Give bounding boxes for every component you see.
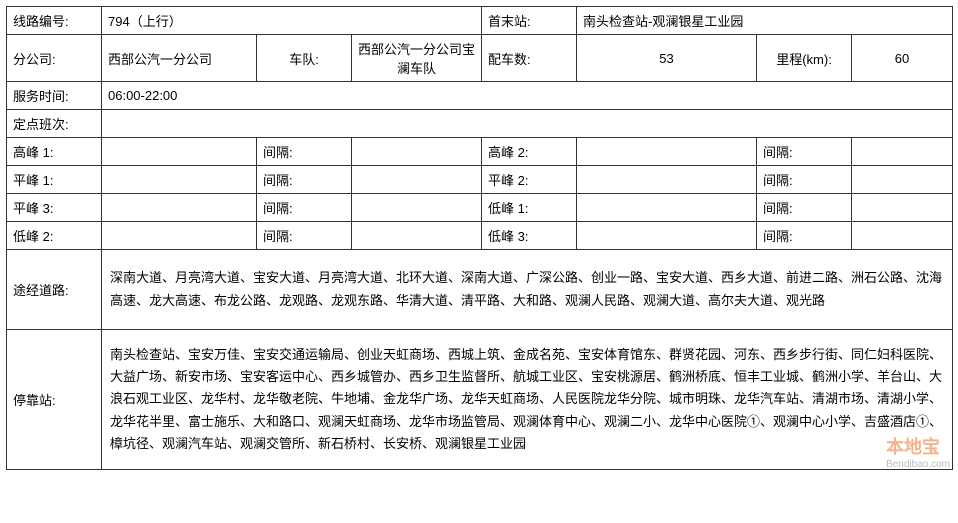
route-info-table: 线路编号: 794（上行） 首末站: 南头检查站-观澜银星工业园 分公司: 西部…	[6, 6, 953, 470]
value-branch: 西部公汽一分公司	[102, 35, 257, 82]
value-mileage: 60	[852, 35, 953, 82]
label-interval-1: 间隔:	[257, 138, 352, 166]
value-interval-7	[352, 222, 482, 250]
label-roads: 途经道路:	[7, 250, 102, 330]
label-interval-5: 间隔:	[257, 194, 352, 222]
label-interval-3: 间隔:	[257, 166, 352, 194]
label-interval-6: 间隔:	[757, 194, 852, 222]
label-route-no: 线路编号:	[7, 7, 102, 35]
value-flat1	[102, 166, 257, 194]
label-interval-4: 间隔:	[757, 166, 852, 194]
label-fleet: 车队:	[257, 35, 352, 82]
label-low2: 低峰 2:	[7, 222, 102, 250]
value-peak1	[102, 138, 257, 166]
value-interval-6	[852, 194, 953, 222]
value-route-no: 794（上行）	[102, 7, 482, 35]
value-fixed-schedule	[102, 110, 953, 138]
value-low2	[102, 222, 257, 250]
value-interval-3	[352, 166, 482, 194]
value-bus-count: 53	[577, 35, 757, 82]
label-fixed-schedule: 定点班次:	[7, 110, 102, 138]
label-branch: 分公司:	[7, 35, 102, 82]
label-low1: 低峰 1:	[482, 194, 577, 222]
value-interval-4	[852, 166, 953, 194]
value-interval-1	[352, 138, 482, 166]
value-fleet: 西部公汽一分公司宝澜车队	[352, 35, 482, 82]
label-peak1: 高峰 1:	[7, 138, 102, 166]
value-peak2	[577, 138, 757, 166]
value-service-time: 06:00-22:00	[102, 82, 953, 110]
label-flat3: 平峰 3:	[7, 194, 102, 222]
value-low1	[577, 194, 757, 222]
label-interval-7: 间隔:	[257, 222, 352, 250]
value-interval-8	[852, 222, 953, 250]
label-stops: 停靠站:	[7, 330, 102, 470]
value-interval-5	[352, 194, 482, 222]
value-roads: 深南大道、月亮湾大道、宝安大道、月亮湾大道、北环大道、深南大道、广深公路、创业一…	[102, 250, 953, 330]
label-peak2: 高峰 2:	[482, 138, 577, 166]
label-mileage: 里程(km):	[757, 35, 852, 82]
label-flat1: 平峰 1:	[7, 166, 102, 194]
label-flat2: 平峰 2:	[482, 166, 577, 194]
label-interval-2: 间隔:	[757, 138, 852, 166]
value-flat2	[577, 166, 757, 194]
label-bus-count: 配车数:	[482, 35, 577, 82]
label-service-time: 服务时间:	[7, 82, 102, 110]
label-interval-8: 间隔:	[757, 222, 852, 250]
value-interval-2	[852, 138, 953, 166]
label-low3: 低峰 3:	[482, 222, 577, 250]
value-flat3	[102, 194, 257, 222]
value-low3	[577, 222, 757, 250]
label-terminal: 首末站:	[482, 7, 577, 35]
value-stops: 南头检查站、宝安万佳、宝安交通运输局、创业天虹商场、西城上筑、金成名苑、宝安体育…	[102, 330, 953, 470]
value-terminal: 南头检查站-观澜银星工业园	[577, 7, 953, 35]
